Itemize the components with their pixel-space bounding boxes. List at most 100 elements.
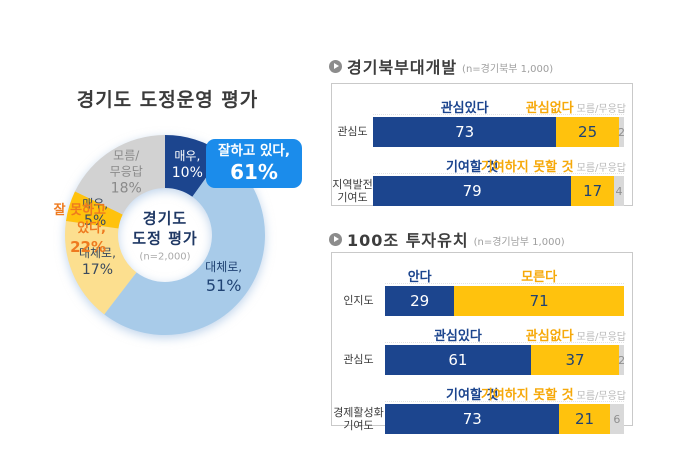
- negative-callout-text-line2: 있다,: [77, 220, 106, 236]
- stacked-bar: 73 25 2: [373, 117, 625, 147]
- donut-chart: [64, 135, 265, 335]
- bar-value: 73: [462, 410, 482, 428]
- donut-label-line: 매우,: [82, 196, 109, 211]
- bar-row: 관심도 관심있다 관심없다 모름/무응답 61 37 2: [332, 325, 626, 375]
- bar-value: 29: [410, 292, 430, 310]
- bar-row-label-line: 관심도: [337, 125, 368, 139]
- donut-label-line: 모름/: [113, 148, 140, 163]
- bar-row-body: 안다 모른다 29 71: [385, 266, 624, 316]
- bar-header-label-기여하지 못할 것: 기여하지 못할 것: [480, 160, 574, 175]
- bar-row-label-line: 경제활성화: [333, 405, 384, 419]
- bar-value: 21: [575, 410, 595, 428]
- bar-row: 인지도 안다 모른다 29 71: [332, 266, 624, 316]
- section-sample-size: (n=경기남부 1,000): [473, 237, 565, 248]
- bar-row-label: 경제활성화 기여도: [332, 404, 385, 434]
- bar-value: 2: [618, 353, 626, 367]
- section-header-north-development: 경기북부대개발 (n=경기북부 1,000): [329, 54, 553, 78]
- bar-row-body: 기여할 것 기여하지 못할 것 모름/무응답 73 21 6: [385, 384, 626, 434]
- stacked-bar: 29 71: [385, 286, 624, 316]
- donut-label-line: 매우,: [174, 148, 201, 163]
- bar-segment-안다: 29: [385, 286, 455, 316]
- bar-value: 61: [448, 351, 468, 369]
- donut-segment-label: 대체로, 17%: [79, 246, 116, 280]
- donut-center-line2: 도정 평가: [132, 229, 198, 248]
- bar-header-label-모른다: 모른다: [521, 270, 558, 285]
- bar-row: 관심도 관심있다 관심없다 모름/무응답 73 25 2: [332, 97, 626, 147]
- bar-segment-기여하지 못할 것: 17: [571, 176, 614, 206]
- donut-segment-모름/무응답: [74, 135, 165, 215]
- bar-row-body: 기여할 것 기여하지 못할 것 모름/무응답 79 17 4: [373, 156, 626, 206]
- bar-header: 관심있다 관심없다 모름/무응답: [373, 97, 626, 116]
- bar-segment-모름/무응답: 2: [617, 117, 625, 147]
- donut-label-line: 17%: [81, 262, 113, 279]
- donut-label-line: 10%: [171, 165, 203, 182]
- donut-label-line: 무응답: [109, 164, 143, 179]
- donut-center-label: 경기도 도정 평가 (n=2,000): [132, 208, 197, 262]
- bar-row-label-line: 기여도: [337, 191, 368, 204]
- bar-header-label-모름/무응답: 모름/무응답: [576, 163, 626, 174]
- positive-callout-text: 잘하고 있다,: [218, 143, 290, 159]
- bar-row-label-line: 기여도: [343, 419, 374, 432]
- donut-label-line: 대체로,: [78, 245, 116, 260]
- bar-segment-기여할 것: 73: [385, 404, 560, 434]
- bar-value: 2: [617, 125, 625, 139]
- bar-header-cluster: 관심없다 모름/무응답: [526, 97, 626, 116]
- bar-chart-investment: 인지도 안다 모른다 29 71 관심도 관심있다 관심없다 모름/무응답 61 37 2 경제활성화 기…: [331, 252, 633, 434]
- bar-header: 안다 모른다: [385, 266, 624, 285]
- bar-header-cluster: 기여하지 못할 것 모름/무응답: [481, 156, 626, 175]
- play-circle-icon: [329, 59, 342, 73]
- bar-header-label-기여할 것: 기여할 것: [445, 160, 499, 175]
- bar-segment-기여할 것: 79: [373, 176, 572, 206]
- bar-segment-모름/무응답: 4: [613, 176, 624, 206]
- stacked-bar: 79 17 4: [373, 176, 624, 206]
- bar-segment-모른다: 71: [454, 286, 624, 316]
- bar-row-body: 관심있다 관심없다 모름/무응답 73 25 2: [373, 97, 626, 147]
- play-circle-icon: [329, 232, 342, 246]
- bar-segment-기여하지 못할 것: 21: [559, 404, 610, 434]
- bar-row: 지역발전 기여도 기여할 것 기여하지 못할 것 모름/무응답 79 17 4: [332, 156, 626, 206]
- donut-center-line1: 경기도: [142, 209, 188, 228]
- bar-value: 25: [578, 123, 598, 141]
- donut-segment-label: 대체로, 51%: [205, 260, 242, 296]
- positive-callout: 잘하고 있다, 61%: [206, 139, 302, 188]
- bar-header-label-관심없다: 관심없다: [525, 101, 574, 116]
- bar-header: 기여할 것 기여하지 못할 것 모름/무응답: [373, 156, 626, 175]
- bar-header-label-모름/무응답: 모름/무응답: [576, 391, 626, 402]
- bar-value: 37: [565, 351, 585, 369]
- bar-segment-관심있다: 73: [373, 117, 557, 147]
- bar-header-label-관심없다: 관심없다: [525, 329, 574, 344]
- bar-value: 71: [529, 292, 549, 310]
- negative-callout: 잘 못하고 있다, 22%: [14, 202, 106, 257]
- bar-row-label-line: 관심도: [343, 353, 374, 367]
- negative-callout-text-line1: 잘 못하고: [53, 203, 106, 218]
- bar-header-cluster: 기여하지 못할 것 모름/무응답: [481, 384, 626, 403]
- donut-segment-label: 모름/무응답 18%: [110, 148, 143, 197]
- donut-label-line: 5%: [84, 213, 107, 230]
- bar-header: 관심있다 관심없다 모름/무응답: [385, 325, 626, 344]
- bar-value: 4: [615, 184, 623, 198]
- bar-segment-관심없다: 37: [530, 345, 620, 375]
- bar-header-cluster: 관심없다 모름/무응답: [526, 325, 626, 344]
- bar-header: 기여할 것 기여하지 못할 것 모름/무응답: [385, 384, 626, 403]
- donut-label-line: 대체로,: [205, 260, 243, 275]
- donut-segment-대체로: [64, 221, 137, 315]
- donut-label-line: 51%: [205, 275, 242, 295]
- stacked-bar: 73 21 6: [385, 404, 624, 434]
- bar-row-label-line: 지역발전: [332, 177, 373, 191]
- section-header-investment: 100조 투자유치 (n=경기남부 1,000): [329, 227, 565, 251]
- bar-row-label: 인지도: [332, 286, 385, 316]
- bar-header-label-모름/무응답: 모름/무응답: [576, 332, 626, 343]
- bar-value: 79: [462, 182, 482, 200]
- bar-value: 73: [455, 123, 475, 141]
- bar-header-label-관심있다: 관심있다: [433, 329, 482, 344]
- bar-chart-north-development: 관심도 관심있다 관심없다 모름/무응답 73 25 2 지역발전 기여도 기여할 것 기여하지 못…: [331, 83, 633, 206]
- bar-header-label-관심있다: 관심있다: [440, 101, 489, 116]
- donut-sample-size: (n=2,000): [139, 250, 191, 262]
- bar-value: 17: [583, 182, 603, 200]
- section-title: 경기북부대개발: [347, 58, 458, 77]
- bar-header-label-기여할 것: 기여할 것: [446, 388, 499, 403]
- bar-row-label: 관심도: [332, 117, 373, 147]
- bar-row-label: 지역발전 기여도: [332, 176, 373, 206]
- section-sample-size: (n=경기북부 1,000): [462, 64, 554, 75]
